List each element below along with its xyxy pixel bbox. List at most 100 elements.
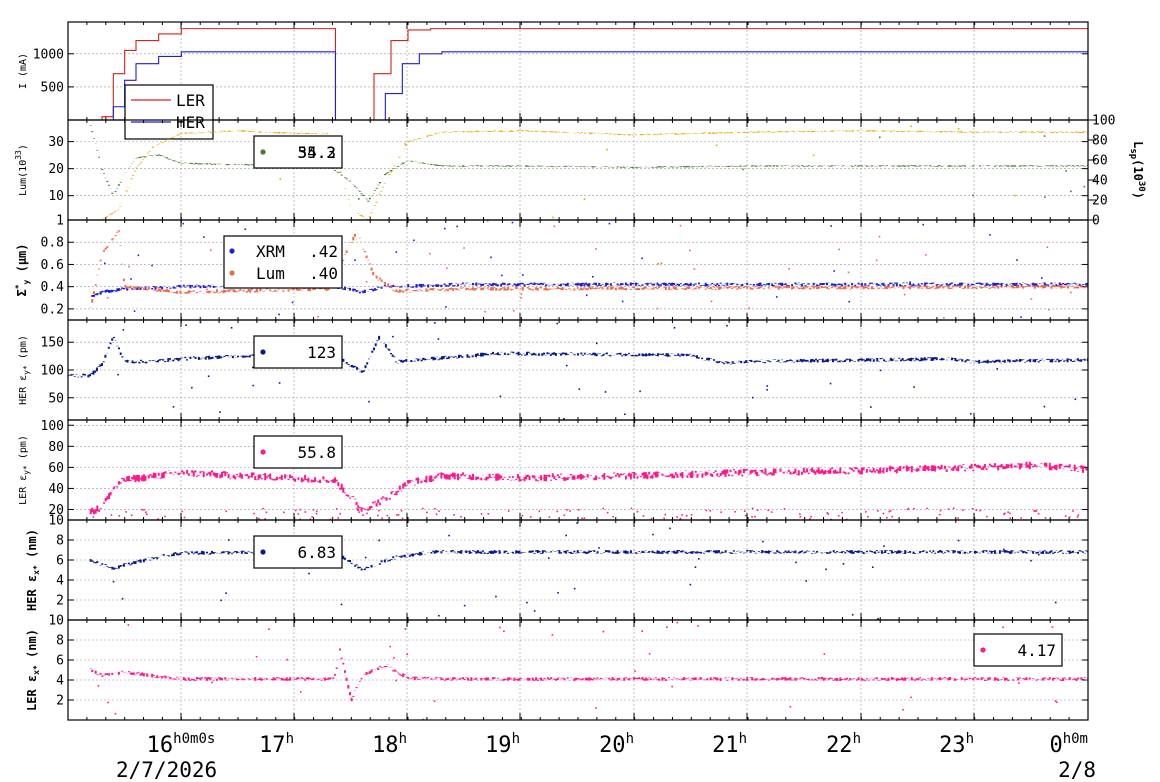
series-outlier-point	[206, 288, 208, 291]
series-outlier-point	[551, 634, 554, 636]
series-outlier-point	[438, 614, 440, 617]
series-outlier-point	[972, 194, 974, 197]
x-tick-label: 17h	[259, 731, 294, 758]
legend-name: Lum	[256, 264, 285, 283]
series-outlier-point	[870, 406, 872, 408]
series-outlier-point	[422, 283, 425, 286]
series-outlier-point	[886, 516, 888, 519]
y-axis-label: Lum(1033)	[14, 144, 29, 196]
series-outlier-point	[962, 509, 964, 511]
series-outlier-point	[396, 514, 398, 516]
x-tick-hour: 23	[939, 733, 966, 758]
series-outlier-point	[913, 386, 915, 388]
series-outlier-point	[888, 510, 891, 513]
panel-her_ex: 2 4 6 8 HER εx* (nm) 6.83	[25, 519, 1089, 621]
label-sub: y*	[22, 365, 31, 375]
series-outlier-point	[438, 510, 440, 513]
series-outlier-point	[93, 509, 95, 512]
series-outlier-point	[219, 411, 221, 413]
y-axis-label: HER εy* (pm)	[18, 335, 31, 405]
x-tick-label: 0h0m	[1049, 731, 1088, 758]
y-tick-label: 1000	[33, 47, 64, 62]
y-tick-label: 80	[48, 440, 64, 455]
series-outlier-point	[582, 284, 585, 286]
series-outlier-point	[331, 516, 334, 519]
series-outlier-point	[1034, 510, 1036, 512]
series-outlier-point	[595, 248, 597, 250]
series-outlier-point	[882, 512, 885, 515]
series-outlier-point	[598, 547, 600, 549]
series-outlier-point	[1044, 517, 1047, 519]
series-outlier-point	[499, 395, 502, 398]
series-outlier-point	[1018, 682, 1020, 684]
series-outlier-point	[299, 508, 302, 511]
legend: LER HER	[124, 84, 214, 140]
series-outlier-point	[566, 509, 568, 511]
series-outlier-point	[278, 313, 280, 316]
series-outlier-point	[877, 510, 879, 512]
series-outlier-point	[754, 515, 756, 518]
series-outlier-point	[526, 601, 528, 604]
series-outlier-point	[903, 293, 906, 296]
series-outlier-point	[971, 507, 974, 510]
series-outlier-point	[573, 587, 576, 590]
series-outlier-point	[1004, 512, 1006, 515]
series-group	[90, 28, 1088, 120]
series-outlier-point	[847, 271, 850, 274]
series-outlier-point	[252, 366, 254, 369]
series-outlier-point	[851, 613, 854, 616]
x-tick-hour: 19	[485, 733, 512, 758]
series-outlier-point	[666, 626, 668, 628]
series-outlier-point	[1043, 405, 1046, 408]
panel-frame	[67, 519, 1089, 621]
series-group	[89, 621, 1088, 720]
series-outlier-point	[979, 509, 981, 512]
series-outlier-point	[1065, 170, 1067, 172]
series-outlier-point	[926, 507, 928, 510]
panel-ler_ex: 2 4 6 8 10 LER εx* (nm) 4.17	[25, 614, 1089, 721]
y-tick-label: 20	[48, 503, 64, 518]
panel-frame	[67, 619, 1089, 721]
y-tick-label: 10	[48, 189, 64, 204]
series-outlier-point	[1020, 316, 1022, 318]
series-outlier-point	[577, 509, 580, 511]
panel-sigma: 0.2 0.4 0.6 0.8 Σ*y (μm) XRM .42 Lum .40	[14, 219, 1089, 321]
x-tick-label: 16h0m0s	[147, 731, 216, 758]
label-sub: y	[22, 279, 31, 284]
series-outlier-point	[608, 222, 611, 225]
series-outlier-point	[490, 256, 492, 259]
series-outlier-point	[612, 515, 615, 518]
y-tick-label: 0.6	[41, 258, 64, 273]
y2-tick-label: 40	[1092, 174, 1108, 189]
series-outlier-point	[563, 418, 565, 420]
series-outlier-point	[294, 509, 297, 512]
legend-box	[253, 535, 343, 569]
label-part: L	[1131, 141, 1145, 148]
series-outlier-point	[602, 507, 605, 510]
y-tick-label: 0.4	[41, 280, 65, 295]
series-outlier-point	[657, 263, 659, 265]
series-outlier-point	[1037, 512, 1040, 515]
series-outlier-point	[211, 681, 213, 684]
series-outlier-point	[279, 178, 282, 180]
series-outlier-point	[641, 630, 644, 632]
series-outlier-point	[141, 508, 143, 511]
series-band-lum-0	[101, 130, 1088, 220]
series-outlier-point	[386, 514, 389, 517]
series-outlier-point	[878, 235, 881, 238]
series-outlier-point	[989, 234, 991, 236]
label-part: LER ε	[18, 475, 29, 505]
series-outlier-point	[795, 561, 797, 564]
series-outlier-point	[404, 143, 407, 145]
series-outlier-point	[986, 515, 988, 518]
x-tick-unit: h0m	[1063, 731, 1088, 747]
series-outlier-point	[392, 335, 394, 338]
series-outlier-point	[842, 562, 845, 565]
series-outlier-point	[1040, 277, 1043, 279]
series-outlier-point	[585, 294, 588, 297]
series-outlier-point	[889, 510, 892, 512]
series-outlier-point	[734, 510, 736, 513]
series-outlier-point	[456, 225, 458, 228]
y-tick-label: 100	[41, 419, 64, 434]
y-tick-label: 10	[48, 614, 64, 629]
